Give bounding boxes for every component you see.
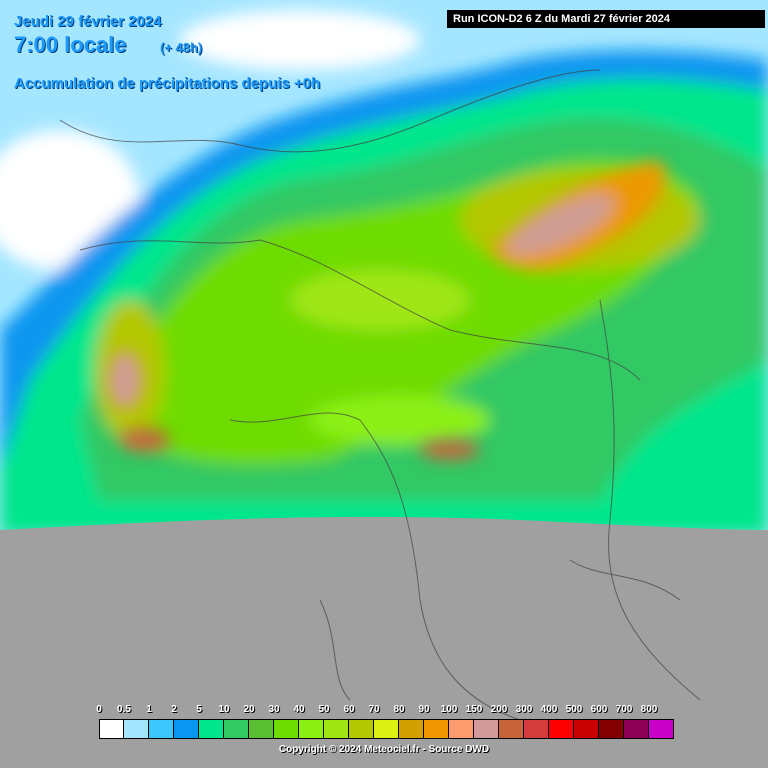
subtitle: Accumulation de précipitations depuis +0… (14, 75, 321, 92)
legend-swatch (624, 719, 649, 739)
legend-swatch (549, 719, 574, 739)
legend-label: 150 (465, 704, 483, 715)
legend-swatch (474, 719, 499, 739)
legend-swatch (524, 719, 549, 739)
legend-swatch (174, 719, 199, 739)
legend-swatch (199, 719, 224, 739)
legend-label: 2 (171, 704, 177, 715)
legend-label: 0 (96, 704, 102, 715)
legend-swatch (399, 719, 424, 739)
lead-time: (+ 48h) (160, 40, 203, 55)
legend-label: 20 (243, 704, 255, 715)
legend-label: 40 (293, 704, 305, 715)
legend-swatch (224, 719, 249, 739)
legend-swatch (99, 719, 124, 739)
legend-label: 800 (640, 704, 658, 715)
legend-label: 100 (440, 704, 458, 715)
copyright: Copyright © 2024 Meteociel.fr - Source D… (278, 744, 490, 755)
legend-swatch (249, 719, 274, 739)
legend-label: 600 (590, 704, 608, 715)
legend-swatch (499, 719, 524, 739)
legend-label: 10 (218, 704, 230, 715)
date: Jeudi 29 février 2024 (14, 13, 162, 30)
legend-label: 90 (418, 704, 430, 715)
legend-label: 80 (393, 704, 405, 715)
run-info: Run ICON-D2 6 Z du Mardi 27 février 2024 (447, 10, 765, 28)
legend-swatch (449, 719, 474, 739)
legend-label: 1 (146, 704, 152, 715)
legend-swatch (649, 719, 674, 739)
legend-swatch (124, 719, 149, 739)
legend-label: 50 (318, 704, 330, 715)
legend-swatch (374, 719, 399, 739)
legend-label: 700 (615, 704, 633, 715)
legend-swatch (299, 719, 324, 739)
legend-label: 400 (540, 704, 558, 715)
legend-label: 500 (565, 704, 583, 715)
legend-swatch (599, 719, 624, 739)
legend-label: 30 (268, 704, 280, 715)
legend-swatch (149, 719, 174, 739)
legend-label: 0.5 (117, 704, 131, 715)
legend-label: 60 (343, 704, 355, 715)
legend-swatch (274, 719, 299, 739)
legend-label: 200 (490, 704, 508, 715)
legend-label: 70 (368, 704, 380, 715)
legend-swatch (424, 719, 449, 739)
legend-label: 300 (515, 704, 533, 715)
legend-swatch (349, 719, 374, 739)
legend-swatch (324, 719, 349, 739)
time: 7:00 locale (14, 32, 127, 57)
legend-swatch (574, 719, 599, 739)
legend-label: 5 (196, 704, 202, 715)
